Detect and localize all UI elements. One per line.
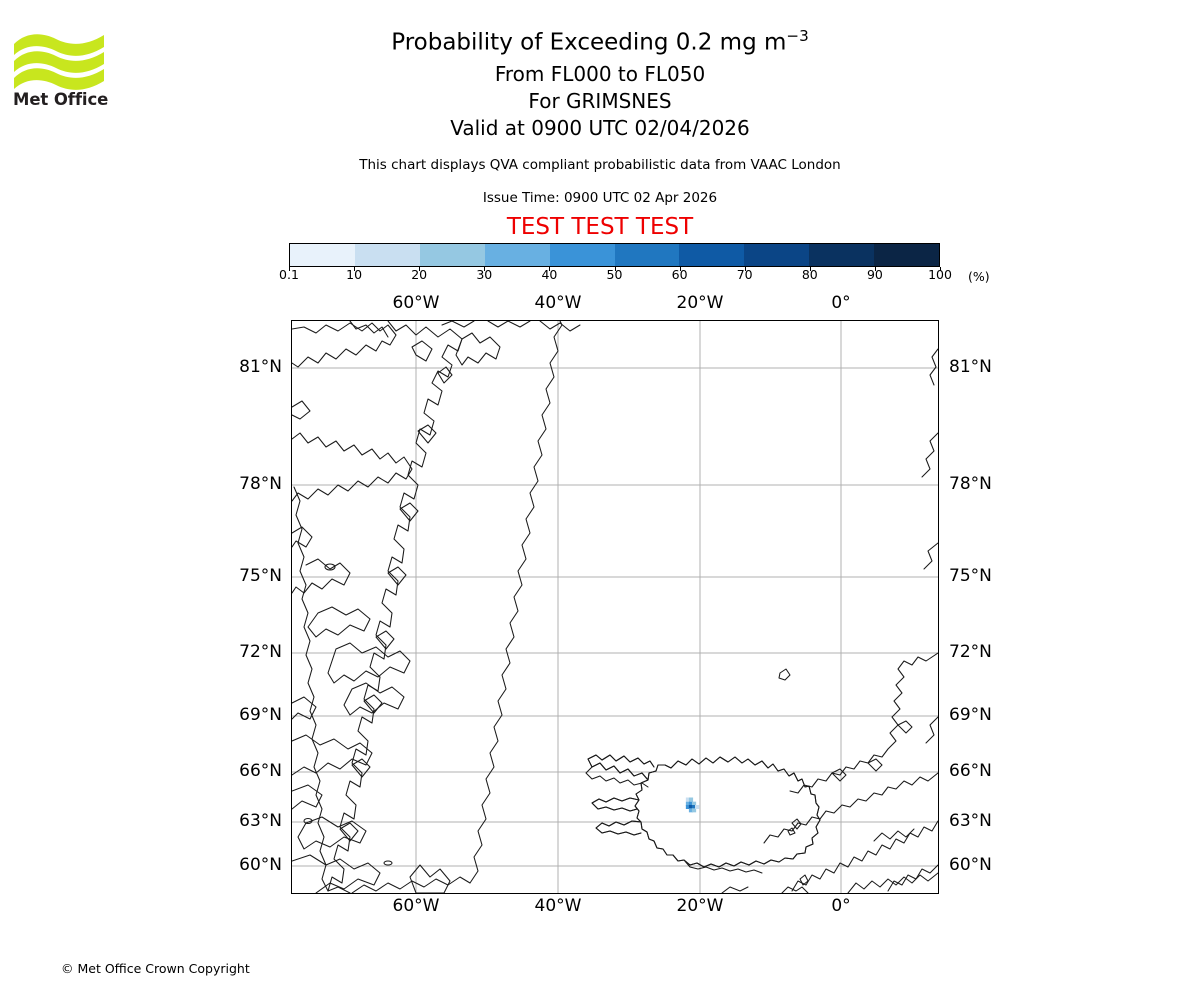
colorbar-notch-100 [940,267,941,271]
latitude-label-right-0: 81°N [949,357,992,377]
longitude-label-top-2: 20°W [676,293,724,313]
plume-cell-9 [691,808,697,813]
title-main-text: Probability of Exceeding 0.2 mg m [391,29,787,56]
colorbar-tick-0.1: 0.1 [279,267,299,282]
colorbar-band-8 [809,244,875,266]
colorbar-unit-label: (%) [968,269,990,284]
probability-colorbar [289,243,940,267]
ash-plume-probability-overlay [685,797,700,813]
longitude-label-top-1: 40°W [534,293,582,313]
plume-cell-8 [688,808,694,813]
colorbar-band-4 [549,244,615,266]
colorbar-band-6 [679,244,745,266]
plume-cell-5 [685,805,691,809]
coastlines [292,321,938,893]
plume-cell-10 [694,805,700,809]
volcano-subtitle: For GRIMSNES [528,89,672,113]
met-office-logo [12,28,122,113]
colorbar-notch-80 [809,267,811,271]
longitude-label-bottom-0: 60°W [392,896,440,916]
colorbar-tick-80: 80 [801,267,818,282]
colorbar-notch-70 [744,267,746,271]
latitude-label-left-2: 75°N [239,566,282,586]
latitude-label-right-1: 78°N [949,474,992,494]
latitude-label-left-7: 60°N [239,855,282,875]
colorbar-tick-40: 40 [541,267,558,282]
colorbar-notch-60 [679,267,681,271]
latitude-label-right-5: 66°N [949,761,992,781]
colorbar-band-3 [484,244,550,266]
colorbar-tick-70: 70 [736,267,753,282]
colorbar-notch-90 [874,267,876,271]
longitude-label-bottom-3: 0° [831,896,851,916]
colorbar-notch-40 [549,267,551,271]
longitude-label-top-0: 60°W [392,293,440,313]
colorbar-tick-90: 90 [866,267,883,282]
plume-cell-4 [691,801,697,806]
latitude-label-right-6: 63°N [949,811,992,831]
colorbar-tick-20: 20 [411,267,428,282]
latitude-label-left-0: 81°N [239,357,282,377]
colorbar-band-0 [290,244,355,266]
qva-compliance-note: This chart displays QVA compliant probab… [359,157,841,173]
plume-cell-3 [688,801,694,806]
plume-cell-0 [685,797,691,802]
copyright-notice: © Met Office Crown Copyright [61,961,250,976]
longitude-label-bottom-1: 40°W [534,896,582,916]
valid-time-subtitle: Valid at 0900 UTC 02/04/2026 [450,116,750,140]
colorbar-band-1 [354,244,420,266]
met-office-wave-icon [14,34,104,90]
map-graticule [292,321,938,893]
test-banner: TEST TEST TEST [506,214,694,240]
met-office-wordmark: Met Office [13,90,109,109]
colorbar-notch-20 [419,267,421,271]
colorbar-tick-30: 30 [476,267,493,282]
plume-cell-6 [688,805,694,809]
latitude-label-left-3: 72°N [239,642,282,662]
flight-level-subtitle: From FL000 to FL050 [494,62,706,86]
colorbar-gradient [289,243,940,267]
latitude-label-right-2: 75°N [949,566,992,586]
latitude-label-left-6: 63°N [239,811,282,831]
latitude-label-right-7: 60°N [949,855,992,875]
colorbar-notch-10 [354,267,356,271]
latitude-label-left-1: 78°N [239,474,282,494]
map-panel [291,320,939,894]
longitude-label-bottom-2: 20°W [676,896,724,916]
latitude-label-right-3: 72°N [949,642,992,662]
latitude-label-left-4: 69°N [239,705,282,725]
colorbar-band-2 [419,244,485,266]
colorbar-band-7 [744,244,810,266]
issue-time-label: Issue Time: 0900 UTC 02 Apr 2026 [482,190,718,206]
colorbar-tick-50: 50 [606,267,623,282]
page-title: Probability of Exceeding 0.2 mg m−3 [0,27,1200,56]
plume-cell-1 [688,797,694,802]
colorbar-tick-60: 60 [671,267,688,282]
colorbar-band-5 [614,244,680,266]
plume-cell-7 [691,805,697,809]
colorbar-notch-50 [614,267,616,271]
title-exponent: −3 [786,27,809,45]
latitude-label-left-5: 66°N [239,761,282,781]
colorbar-band-9 [874,244,940,266]
longitude-label-top-3: 0° [831,293,851,313]
colorbar-notch-0.1 [289,267,290,271]
iceland-coastline-overlay [587,754,821,868]
colorbar-tick-100: 100 [928,267,952,282]
colorbar-tick-10: 10 [346,267,363,282]
plume-cell-2 [685,801,691,806]
latitude-label-right-4: 69°N [949,705,992,725]
colorbar-notch-30 [484,267,486,271]
